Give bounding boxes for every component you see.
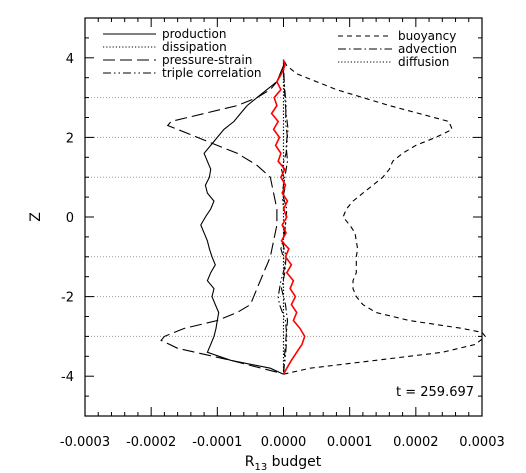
- x-tick-label: -0.0002: [126, 435, 176, 450]
- y-axis-label: Z: [28, 212, 44, 222]
- legend-label: production: [162, 27, 226, 41]
- series-lines: [160, 59, 487, 375]
- x-axis-label-sub: 13: [254, 462, 267, 473]
- x-tick-label: 0.0003: [459, 435, 505, 450]
- series-line-buoyancy: [283, 59, 487, 375]
- legend-label: dissipation: [162, 40, 227, 54]
- x-axis-label-tail: budget: [267, 454, 322, 470]
- x-axis-label: R13 budget: [245, 454, 322, 473]
- legend-label: pressure-strain: [162, 53, 252, 67]
- y-tick-label: 0: [66, 211, 74, 226]
- x-tick-label: -0.0003: [60, 435, 110, 450]
- x-axis-label-main: R: [245, 454, 255, 470]
- y-tick-label: 4: [66, 52, 74, 67]
- x-tick-label: 0.0001: [327, 435, 373, 450]
- series-line-pressure-strain: [160, 65, 285, 373]
- series-line-red: [270, 59, 306, 375]
- y-tick-label: -2: [61, 291, 74, 306]
- x-tick-label: -0.0001: [192, 435, 242, 450]
- axis-ticks: -0.0003 -0.0002 -0.0001 0.0000 0.0001 0.0002 0…: [60, 17, 505, 450]
- series-line-production: [200, 59, 285, 375]
- legend: productiondissipationpressure-straintrip…: [103, 27, 457, 80]
- legend-label: triple correlation: [162, 66, 262, 80]
- legend-label: advection: [398, 42, 457, 56]
- y-tick-label: 2: [66, 131, 74, 146]
- x-tick-label: 0.0000: [261, 435, 307, 450]
- time-annotation: t = 259.697: [396, 385, 474, 400]
- legend-label: diffusion: [398, 55, 449, 69]
- x-tick-label: 0.0002: [393, 435, 439, 450]
- y-tick-label: -4: [61, 370, 74, 385]
- legend-label: buoyancy: [398, 29, 456, 43]
